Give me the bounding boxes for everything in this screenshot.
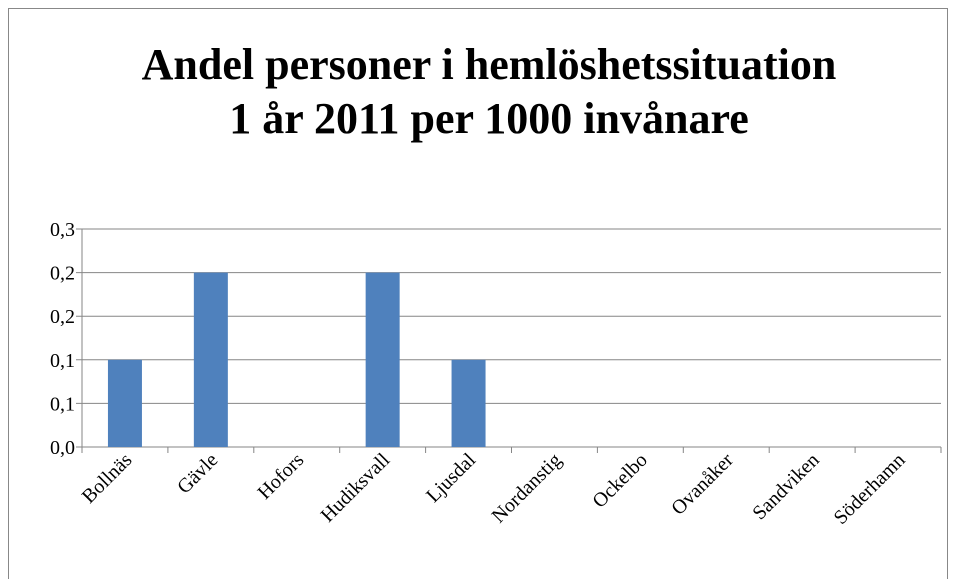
x-tick-label: Sandviken: [748, 449, 823, 524]
x-tick-label: Ovanåker: [667, 449, 738, 520]
x-tick-label: Nordanstig: [488, 449, 566, 527]
y-tick-label: 0,2: [50, 263, 75, 285]
y-tick-label: 0,0: [50, 437, 75, 459]
bar: [451, 359, 486, 447]
chart-border: [8, 8, 948, 579]
y-tick-label: 0,1: [50, 393, 75, 415]
y-tick-label: 0,2: [50, 306, 75, 328]
y-tick-label: 0,3: [50, 219, 75, 241]
x-tick-label: Ljusdal: [422, 449, 480, 507]
x-tick-label: Ockelbo: [588, 449, 651, 512]
bar: [107, 359, 142, 447]
x-tick-label: Hofors: [253, 449, 308, 504]
x-tick-label: Hudiksvall: [317, 449, 395, 527]
x-tick-label: Bollnäs: [78, 449, 137, 508]
bar: [193, 272, 228, 447]
x-tick-label: Gävle: [173, 449, 222, 498]
chart-title: Andel personer i hemlöshetssituation 1 å…: [141, 40, 837, 143]
bar: [365, 272, 400, 447]
y-tick-label: 0,1: [50, 350, 75, 372]
x-tick-label: Söderhamn: [830, 449, 910, 529]
